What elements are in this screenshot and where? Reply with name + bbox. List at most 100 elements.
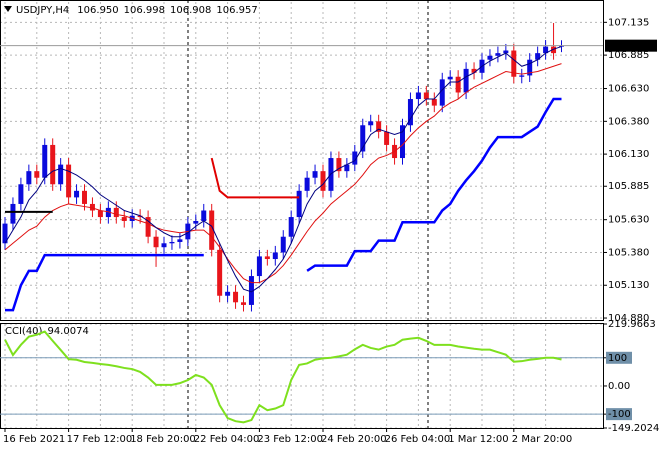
candle-body bbox=[431, 99, 437, 106]
x-tick-label: 18 Feb 20:00 bbox=[130, 434, 196, 445]
candle-body bbox=[304, 177, 310, 191]
y-tick-label: 106.630 bbox=[608, 84, 649, 95]
x-tick-label: 16 Feb 2021 bbox=[3, 434, 65, 445]
candle-body bbox=[407, 99, 413, 126]
candle-body bbox=[105, 207, 111, 218]
candle-body bbox=[58, 164, 64, 185]
y-tick-label: 105.130 bbox=[608, 280, 649, 291]
x-tick-label: 22 Feb 04:00 bbox=[194, 434, 260, 445]
candle-body bbox=[272, 252, 278, 260]
candle-body bbox=[543, 46, 549, 54]
menu-triangle bbox=[4, 6, 12, 12]
candle-body bbox=[82, 190, 87, 204]
candle-body bbox=[217, 249, 223, 296]
candle-body bbox=[336, 158, 342, 172]
candle-body bbox=[153, 236, 159, 248]
candle-body bbox=[209, 210, 215, 250]
indicator-title: CCI(40) bbox=[5, 326, 43, 337]
candle-body bbox=[50, 144, 56, 185]
y-tick-label: 219.9663 bbox=[608, 319, 656, 330]
ohlc-label: 106.950 bbox=[77, 5, 118, 16]
y-tick-label: 107.135 bbox=[608, 17, 649, 28]
x-tick-label: 23 Feb 12:00 bbox=[257, 434, 323, 445]
candle-body bbox=[551, 46, 557, 54]
x-tick-label: 1 Mar 12:00 bbox=[448, 434, 508, 445]
candle-body bbox=[352, 151, 358, 165]
symbol-title: USDJPY,H4 bbox=[16, 5, 69, 16]
candle-body bbox=[535, 53, 541, 60]
candle-body bbox=[423, 92, 429, 100]
y-tick-label: -100 bbox=[608, 409, 631, 420]
y-tick-label: 106.130 bbox=[608, 149, 649, 160]
indicator-line bbox=[4, 63, 562, 284]
candle-body bbox=[10, 203, 16, 224]
candle-body bbox=[248, 276, 254, 305]
candle-body bbox=[527, 59, 533, 76]
indicator-value: 94.0074 bbox=[47, 326, 88, 337]
candle-body bbox=[256, 256, 262, 277]
price-panel-frame bbox=[0, 0, 604, 321]
candle-body bbox=[495, 53, 501, 56]
candle-body bbox=[312, 171, 318, 178]
candle-body bbox=[487, 55, 493, 60]
candle-body bbox=[415, 92, 421, 100]
candle-body bbox=[18, 184, 24, 204]
candle-body bbox=[66, 164, 72, 198]
candle-body bbox=[145, 217, 151, 237]
candle-body bbox=[400, 125, 405, 159]
y-tick-label: 105.885 bbox=[608, 181, 649, 192]
candle-body bbox=[26, 171, 32, 185]
ohlc-label: 106.908 bbox=[170, 5, 211, 16]
candle-body bbox=[360, 125, 366, 152]
y-tick-label: -149.2024 bbox=[608, 423, 659, 434]
ohlc-label: 106.957 bbox=[216, 5, 257, 16]
candle-body bbox=[137, 215, 143, 218]
y-tick-label: 106.380 bbox=[608, 116, 649, 127]
candle-body bbox=[455, 76, 461, 93]
candle-body bbox=[121, 217, 127, 221]
y-tick-label: 105.380 bbox=[608, 247, 649, 258]
candle-body bbox=[344, 164, 350, 172]
candle-body bbox=[42, 144, 48, 178]
candle-body bbox=[225, 291, 231, 296]
y-tick-label: 105.630 bbox=[608, 215, 649, 226]
indicator-line bbox=[306, 97, 562, 272]
x-tick-label: 26 Feb 04:00 bbox=[385, 434, 451, 445]
candle-body bbox=[2, 223, 8, 244]
y-tick-label: 106.885 bbox=[608, 50, 649, 61]
candle-body bbox=[97, 210, 103, 218]
candle-body bbox=[193, 220, 199, 224]
candle-body bbox=[34, 171, 40, 178]
candle-body bbox=[113, 207, 119, 218]
y-tick-label: 104.880 bbox=[608, 313, 649, 324]
candle-body bbox=[376, 121, 382, 132]
x-tick-label: 17 Feb 12:00 bbox=[67, 434, 133, 445]
x-tick-label: 24 Feb 20:00 bbox=[321, 434, 387, 445]
candle-body bbox=[280, 236, 286, 253]
candle-body bbox=[463, 68, 469, 93]
candle-body bbox=[74, 190, 80, 198]
candle-body bbox=[161, 243, 167, 248]
cci-line bbox=[4, 330, 562, 424]
indicator-line bbox=[210, 157, 300, 199]
candle-body bbox=[439, 79, 445, 106]
candle-body bbox=[201, 210, 207, 221]
candle-body bbox=[233, 291, 239, 303]
x-tick-label: 2 Mar 20:00 bbox=[512, 434, 572, 445]
candle-body bbox=[296, 190, 302, 218]
candle-body bbox=[471, 68, 477, 73]
candle-body bbox=[511, 50, 517, 77]
ohlc-label: 106.998 bbox=[124, 5, 165, 16]
candle-body bbox=[368, 121, 374, 126]
last-price-box bbox=[605, 39, 657, 52]
indicator-line bbox=[5, 253, 204, 312]
cci-panel-frame bbox=[0, 323, 604, 429]
candle-body bbox=[169, 241, 175, 244]
level-label-box bbox=[606, 408, 632, 421]
candle-body bbox=[519, 75, 525, 77]
y-tick-label: 0.00 bbox=[608, 381, 630, 392]
candle-body bbox=[320, 171, 326, 191]
candle-body bbox=[89, 203, 95, 211]
